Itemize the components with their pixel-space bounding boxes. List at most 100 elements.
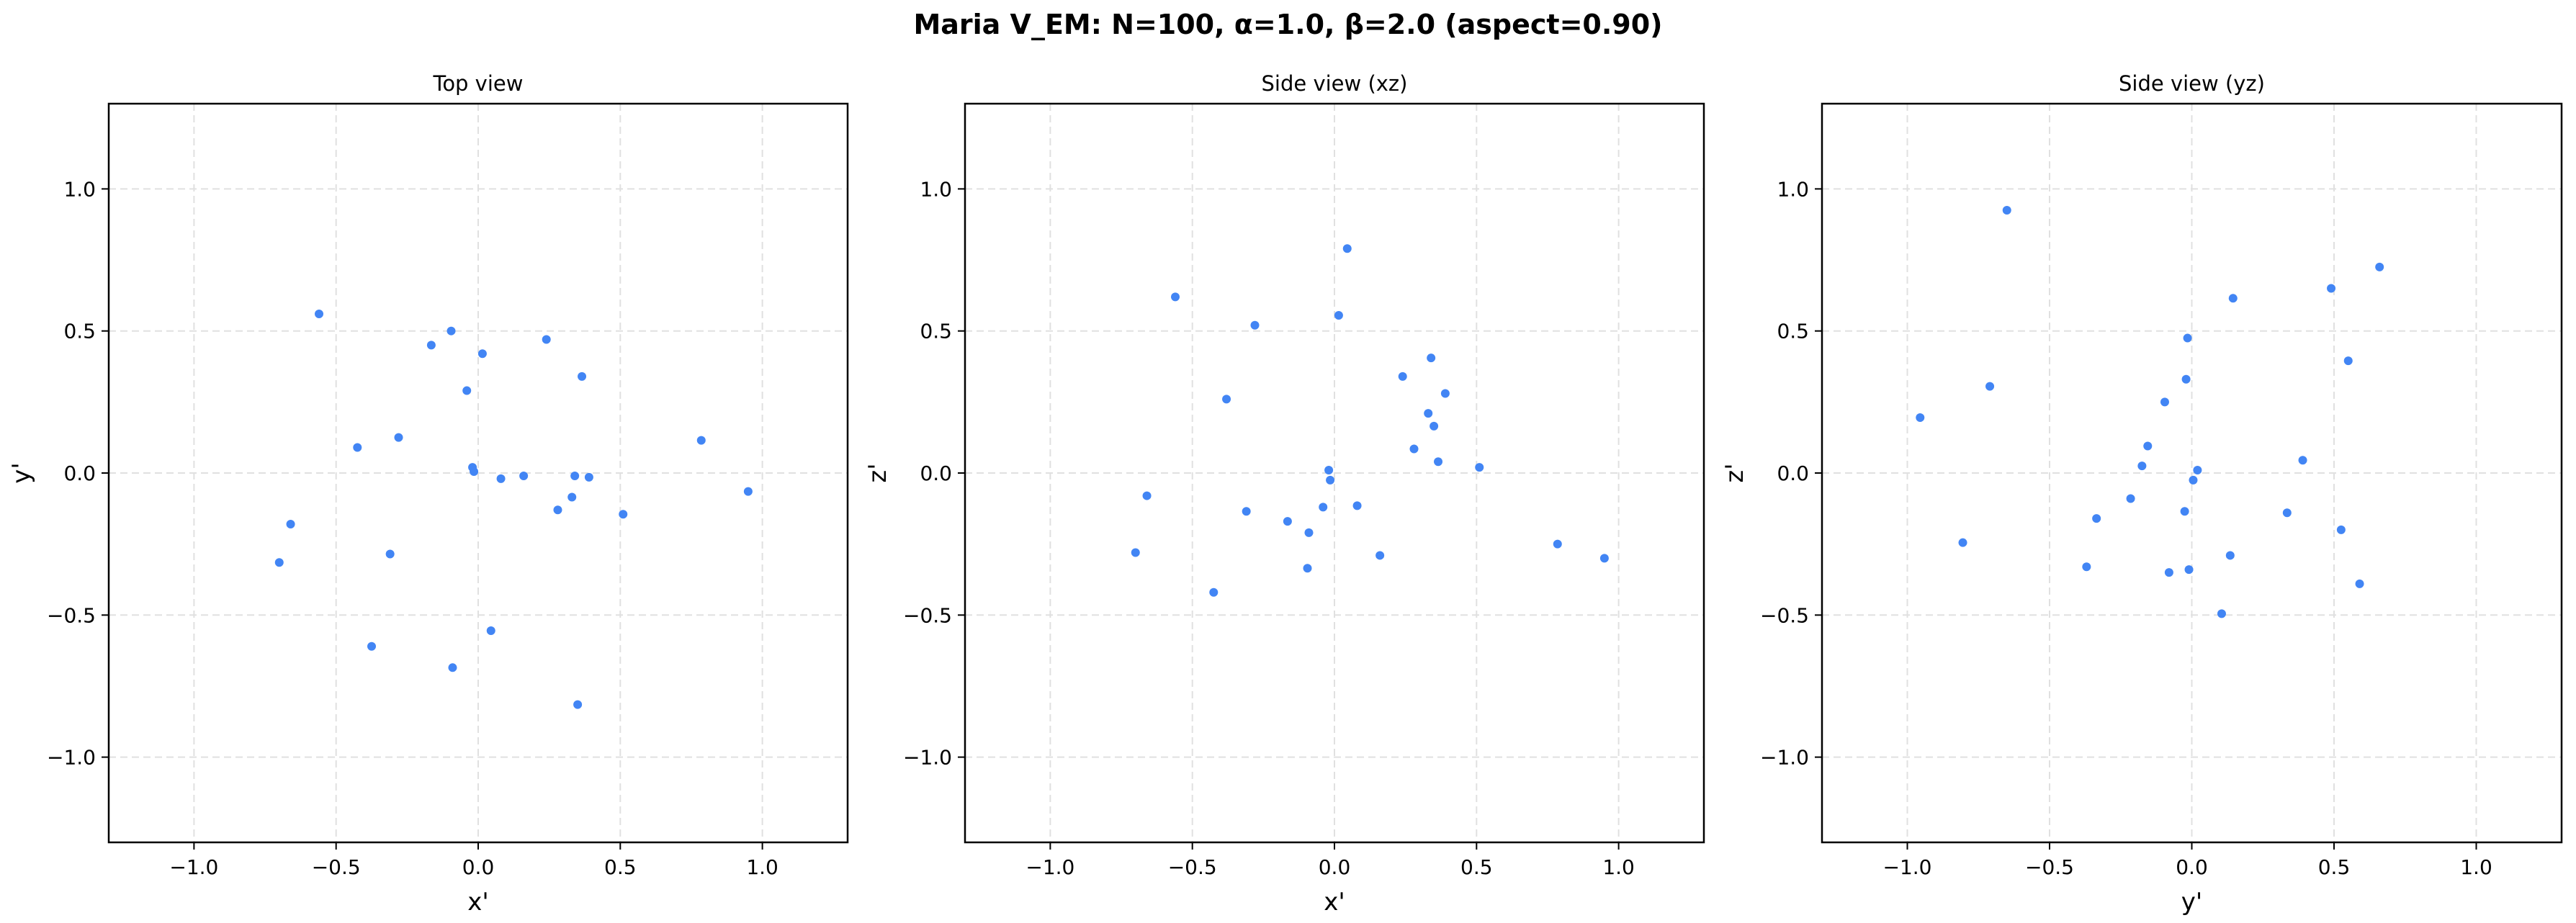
- x-axis-label: y': [2181, 888, 2202, 917]
- grid: [1822, 104, 2562, 842]
- data-point: [2282, 508, 2292, 518]
- y-tick-label: 0.5: [1777, 320, 1809, 343]
- panel-3: −1.0 −1.0 −0.5 −0.5 0.0 0.0 0.5 0.5 1.0 1.0 Side v…: [1720, 71, 2563, 917]
- data-point: [542, 335, 551, 344]
- data-point: [1131, 548, 1140, 557]
- data-point: [1250, 320, 1260, 330]
- data-point: [570, 471, 580, 480]
- x-tick-label: 0.5: [604, 855, 637, 879]
- data-point: [470, 467, 479, 477]
- data-point: [1334, 310, 1343, 320]
- scatter-points: [1131, 244, 1609, 597]
- data-point: [2336, 525, 2346, 534]
- x-tick-label: −1.0: [1026, 855, 1074, 879]
- data-point: [1427, 354, 1436, 363]
- data-point: [2092, 514, 2101, 523]
- panel-title: Top view: [433, 71, 524, 96]
- y-tick-label: −0.5: [903, 603, 952, 627]
- data-point: [286, 520, 295, 529]
- y-tick-label: 0.5: [63, 320, 96, 343]
- data-point: [2355, 579, 2364, 588]
- data-point: [1599, 554, 1609, 563]
- y-tick-label: −1.0: [47, 746, 96, 770]
- y-axis-label: y': [7, 462, 36, 483]
- data-point: [1434, 457, 1443, 467]
- data-point: [2184, 565, 2194, 575]
- data-point: [315, 310, 324, 319]
- data-point: [1424, 409, 1433, 418]
- data-point: [573, 700, 583, 709]
- data-point: [1440, 389, 1450, 398]
- data-point: [1242, 507, 1251, 516]
- data-point: [1342, 244, 1352, 253]
- y-tick-label: 1.0: [920, 177, 952, 201]
- data-point: [2375, 262, 2384, 271]
- y-tick-label: −0.5: [47, 603, 96, 627]
- data-point: [2082, 562, 2091, 572]
- data-point: [2002, 205, 2011, 215]
- data-point: [1375, 551, 1385, 560]
- data-point: [578, 372, 587, 381]
- data-point: [2164, 568, 2173, 577]
- data-point: [2189, 475, 2198, 485]
- data-point: [477, 349, 487, 359]
- data-point: [2181, 374, 2191, 384]
- x-axis-label: x': [467, 888, 488, 917]
- data-point: [1283, 517, 1292, 526]
- data-point: [1319, 503, 1328, 512]
- scatter-points: [274, 310, 753, 709]
- panel-title: Side view (yz): [2119, 71, 2265, 96]
- ticks: −1.0 −1.0 −0.5 −0.5 0.0 0.0 0.5 0.5 1.0 1.0: [47, 177, 778, 879]
- data-point: [2137, 462, 2147, 471]
- data-point: [1304, 528, 1314, 537]
- data-point: [696, 436, 706, 445]
- data-point: [486, 626, 495, 636]
- data-point: [619, 510, 628, 519]
- data-point: [519, 471, 529, 480]
- y-tick-label: −1.0: [1760, 746, 1809, 770]
- data-point: [385, 549, 395, 559]
- y-tick-label: 1.0: [63, 177, 96, 201]
- data-point: [1409, 444, 1419, 454]
- grid: [965, 104, 1704, 842]
- data-point: [1222, 395, 1231, 404]
- scatter-points: [1916, 205, 2384, 618]
- data-point: [2183, 333, 2192, 343]
- y-tick-label: 1.0: [1777, 177, 1809, 201]
- x-tick-label: 1.0: [2460, 855, 2492, 879]
- y-tick-label: −1.0: [903, 746, 952, 770]
- x-tick-label: −0.5: [1168, 855, 1217, 879]
- data-point: [2126, 494, 2135, 503]
- data-point: [2225, 551, 2235, 560]
- data-point: [2228, 294, 2238, 303]
- grid: [109, 104, 848, 842]
- x-tick-label: 0.0: [462, 855, 495, 879]
- data-point: [1326, 475, 1335, 485]
- x-tick-label: −1.0: [169, 855, 218, 879]
- x-tick-label: −0.5: [2025, 855, 2074, 879]
- panel-1: −1.0 −1.0 −0.5 −0.5 0.0 0.0 0.5 0.5 1.0 1.0 Top vi…: [7, 71, 849, 917]
- x-tick-label: −1.0: [1883, 855, 1932, 879]
- x-tick-label: 0.5: [2318, 855, 2351, 879]
- data-point: [1352, 501, 1362, 510]
- y-tick-label: 0.0: [1777, 462, 1809, 485]
- data-point: [1324, 466, 1334, 475]
- data-point: [446, 326, 456, 336]
- ticks: −1.0 −1.0 −0.5 −0.5 0.0 0.0 0.5 0.5 1.0 1.0: [1760, 177, 2492, 879]
- data-point: [1171, 292, 1180, 302]
- data-point: [2193, 466, 2202, 475]
- data-point: [567, 492, 577, 502]
- data-point: [1475, 463, 1484, 472]
- data-point: [1985, 382, 1995, 391]
- data-point: [1916, 413, 1925, 423]
- panel-title: Side view (xz): [1262, 71, 1408, 96]
- panel-2: −1.0 −1.0 −0.5 −0.5 0.0 0.0 0.5 0.5 1.0 1.0 Side v…: [863, 71, 1705, 917]
- x-tick-label: 1.0: [746, 855, 778, 879]
- data-point: [553, 505, 562, 515]
- data-point: [353, 443, 362, 452]
- data-point: [2180, 507, 2189, 516]
- x-tick-label: 0.5: [1460, 855, 1493, 879]
- data-point: [448, 663, 457, 672]
- y-tick-label: 0.0: [63, 462, 96, 485]
- data-point: [367, 641, 377, 651]
